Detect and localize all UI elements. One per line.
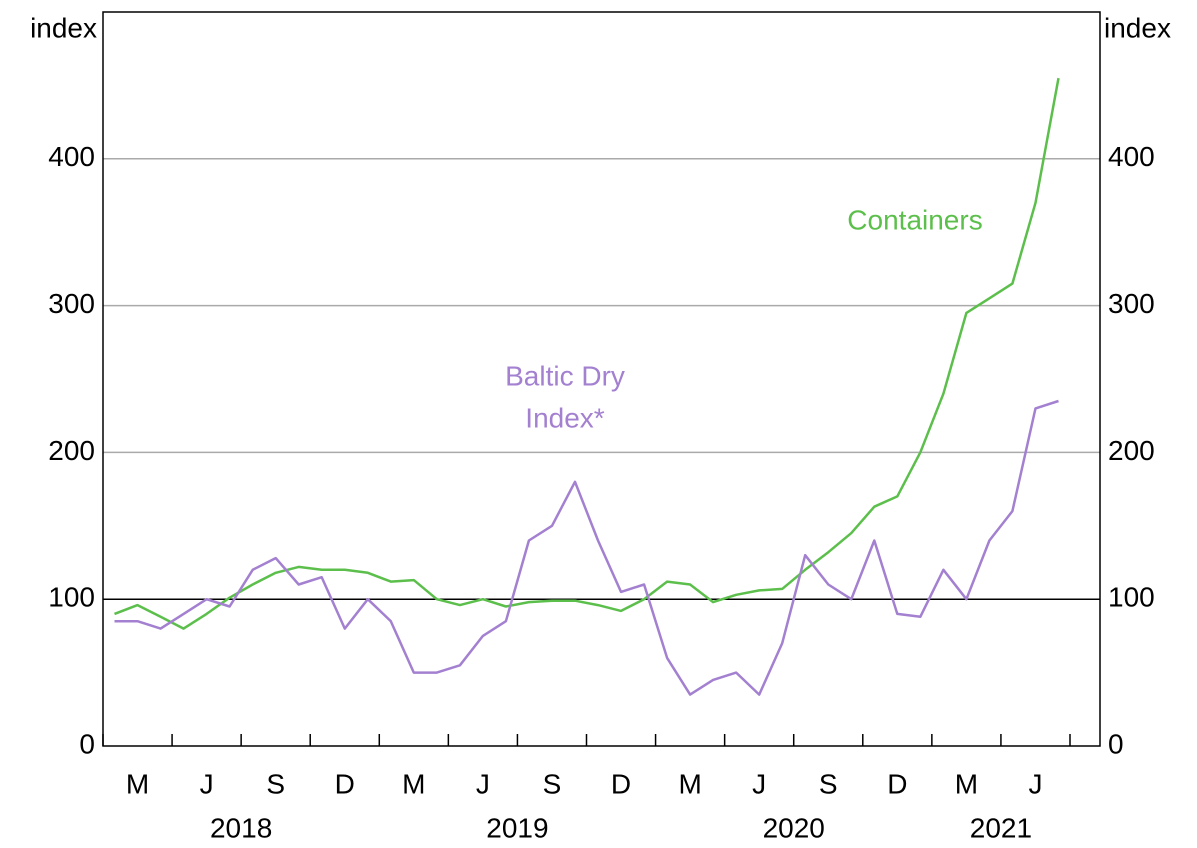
x-tick-label: D bbox=[611, 768, 631, 799]
y-tick-label: 200 bbox=[48, 435, 95, 466]
x-tick-label: S bbox=[266, 768, 285, 799]
y2-tick-label: 200 bbox=[1108, 435, 1155, 466]
y-tick-label: 300 bbox=[48, 288, 95, 319]
series-line bbox=[114, 77, 1060, 630]
y2-tick-label: 300 bbox=[1108, 288, 1155, 319]
y-tick-label: 0 bbox=[79, 728, 95, 759]
series-label: Containers bbox=[847, 204, 982, 235]
x-tick-label: J bbox=[1028, 768, 1042, 799]
x-year-label: 2021 bbox=[970, 812, 1032, 843]
x-year-label: 2018 bbox=[210, 812, 272, 843]
plot-frame bbox=[102, 11, 1101, 747]
x-tick-label: M bbox=[955, 768, 978, 799]
x-tick-label: D bbox=[887, 768, 907, 799]
y2-tick-label: 100 bbox=[1108, 582, 1155, 613]
x-tick-label: S bbox=[543, 768, 562, 799]
x-tick-label: S bbox=[819, 768, 838, 799]
y-axis-label: index bbox=[30, 12, 97, 43]
x-tick-label: J bbox=[752, 768, 766, 799]
y-tick-label: 100 bbox=[48, 582, 95, 613]
y-tick-label: 400 bbox=[48, 141, 95, 172]
x-tick-label: M bbox=[126, 768, 149, 799]
x-year-label: 2020 bbox=[763, 812, 825, 843]
series-label: Index* bbox=[525, 402, 604, 433]
x-tick-label: D bbox=[335, 768, 355, 799]
x-tick-label: M bbox=[678, 768, 701, 799]
y2-tick-label: 400 bbox=[1108, 141, 1155, 172]
y2-axis-label: index bbox=[1104, 12, 1171, 43]
series-line bbox=[114, 399, 1059, 696]
series-label: Baltic Dry bbox=[505, 360, 625, 391]
x-year-label: 2019 bbox=[486, 812, 548, 843]
y2-tick-label: 0 bbox=[1108, 728, 1124, 759]
x-tick-label: J bbox=[476, 768, 490, 799]
x-tick-label: M bbox=[402, 768, 425, 799]
x-tick-label: J bbox=[200, 768, 214, 799]
